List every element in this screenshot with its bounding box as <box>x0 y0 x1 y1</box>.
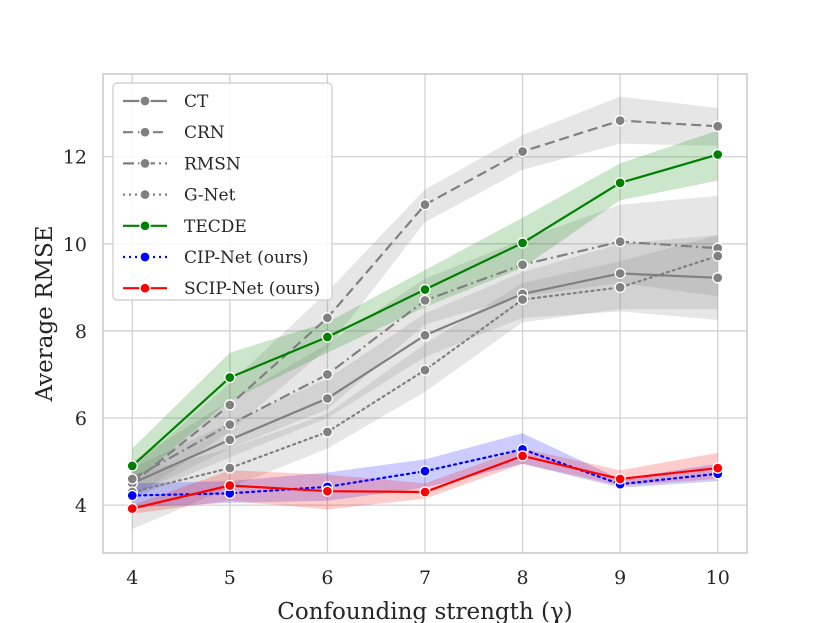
x-axis-label: Confounding strength (γ) <box>277 599 572 623</box>
rmsn-point <box>126 473 138 485</box>
rmsn-point <box>419 294 431 307</box>
ct-point <box>224 434 236 446</box>
legend-label-scip-net-ours: SCIP-Net (ours) <box>184 279 320 299</box>
legend: CT CRN RMSN G-Net TECDE CIP-Net (ours) SCIP-Ne… <box>112 82 333 301</box>
scip-net-ours-point <box>614 473 626 485</box>
tecde-point <box>614 177 626 189</box>
legend-label-crn: CRN <box>184 123 225 143</box>
legend-marker-ct <box>139 95 151 107</box>
g-net-point <box>419 364 431 376</box>
x-tick-label: 6 <box>321 567 333 589</box>
crn-confidence-band <box>132 96 718 499</box>
legend-label-cip-net-ours: CIP-Net (ours) <box>184 248 308 268</box>
y-tick-label: 10 <box>63 234 87 256</box>
scip-net-ours-point <box>321 485 334 497</box>
tecde-point <box>126 460 138 472</box>
ct-point <box>712 272 724 284</box>
ct-point <box>321 392 334 405</box>
legend-marker-g-net <box>139 188 151 201</box>
tecde-point <box>419 283 431 296</box>
g-net-confidence-band <box>132 235 718 530</box>
rmsn-point <box>614 235 626 248</box>
y-tick-label: 6 <box>75 408 87 430</box>
y-tick-label: 8 <box>75 321 87 343</box>
y-tick-label: 12 <box>63 147 87 169</box>
legend-marker-cip-net-ours <box>139 251 151 263</box>
y-tick-label: 4 <box>75 495 87 517</box>
tecde-point <box>712 148 724 161</box>
crn-point <box>321 312 334 324</box>
cip-net-ours-point <box>126 489 138 502</box>
legend-label-ct: CT <box>184 92 209 112</box>
crn-point <box>614 114 626 127</box>
crn-point <box>712 120 724 132</box>
rmsn-confidence-band <box>132 195 718 497</box>
x-tick-label: 4 <box>126 567 138 589</box>
x-tick-label: 10 <box>706 567 730 589</box>
legend-label-rmsn: RMSN <box>184 154 241 174</box>
rmsn-point <box>321 368 334 381</box>
ct-confidence-band <box>132 235 718 499</box>
legend-label-tecde: TECDE <box>184 217 247 237</box>
rmsn-point <box>516 259 529 271</box>
x-tick-label: 7 <box>419 567 431 589</box>
tecde-point <box>321 331 334 343</box>
g-net-point <box>224 462 236 474</box>
tecde-confidence-band <box>132 130 718 484</box>
x-tick-label: 5 <box>224 567 236 589</box>
x-tick-label: 8 <box>517 567 529 589</box>
series-markers <box>126 114 724 515</box>
ct-point <box>614 267 626 280</box>
g-net-point <box>321 426 334 438</box>
ct-point <box>419 329 431 341</box>
cip-net-ours-point <box>419 465 431 477</box>
legend-marker-rmsn <box>139 157 151 170</box>
legend-box <box>112 82 333 301</box>
y-axis-label: Average RMSE <box>32 225 58 402</box>
crn-point <box>516 145 529 158</box>
legend-marker-scip-net-ours <box>139 282 151 294</box>
scip-net-ours-point <box>126 502 138 515</box>
crn-point <box>419 198 431 211</box>
g-net-point <box>712 250 724 262</box>
g-net-point <box>516 293 529 306</box>
tecde-point <box>516 237 529 249</box>
plot-frame <box>102 73 748 554</box>
legend-label-g-net: G-Net <box>184 186 236 206</box>
tecde-point <box>224 371 236 384</box>
axis-ticks: 4 5 6 7 8 9 10 4 6 8 10 12 <box>63 147 730 589</box>
scip-net-ours-point <box>419 486 431 498</box>
x-tick-label: 9 <box>614 567 626 589</box>
scip-net-ours-confidence-band <box>132 448 718 514</box>
scip-net-ours-point <box>712 462 724 474</box>
crn-point <box>224 399 236 411</box>
legend-marker-tecde <box>139 220 151 232</box>
g-net-point <box>614 281 626 294</box>
legend-marker-crn <box>139 126 151 138</box>
scip-net-ours-point <box>224 479 236 492</box>
scip-net-ours-point <box>516 450 529 462</box>
rmsn-point <box>224 418 236 431</box>
